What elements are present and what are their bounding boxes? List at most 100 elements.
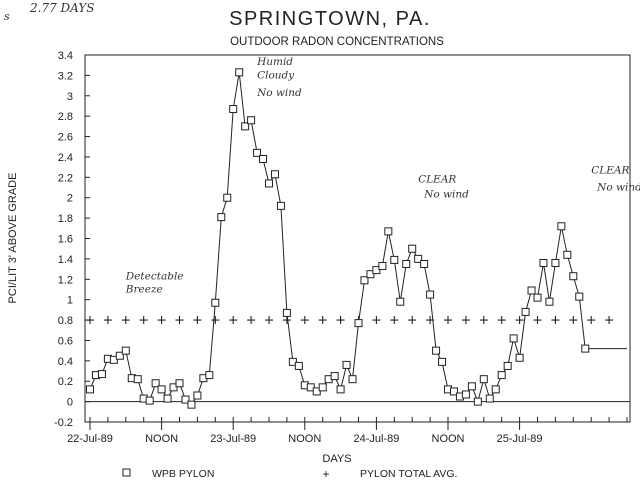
data-point [509, 334, 518, 343]
data-point [235, 68, 244, 77]
legend-plus-marker: + [322, 467, 329, 481]
x-axis: 22-Jul-89 NOON 23-Jul-89 NOON 24-Jul-89 NOON 2… [67, 417, 628, 445]
avg-point [175, 316, 184, 325]
data-point [372, 266, 381, 275]
y-axis-label: PCI/LIT 3' ABOVE GRADE [7, 173, 19, 304]
avg-point [444, 316, 452, 325]
annotation-text: CLEAR [418, 173, 456, 185]
data-point [270, 170, 279, 179]
series-pylon-total-avg [86, 316, 614, 325]
avg-point [86, 316, 94, 325]
data-point [163, 394, 172, 403]
legend-square-marker [122, 468, 131, 477]
data-point [479, 375, 488, 384]
avg-point [408, 316, 417, 325]
chart-title: SPRINGTOWN, PA. [229, 8, 431, 30]
data-point [461, 390, 470, 399]
data-point [515, 353, 524, 362]
y-tick-label: 0.6 [58, 335, 73, 347]
data-point [449, 387, 458, 396]
margin-note-days: 2.77 DAYS [29, 1, 94, 15]
data-point [342, 360, 351, 369]
data-point [384, 227, 393, 236]
data-point [527, 286, 536, 295]
data-point [169, 383, 178, 392]
data-point [402, 259, 411, 268]
data-point [288, 357, 297, 366]
annotation-text: CLEAR [591, 164, 629, 176]
data-point [551, 258, 560, 267]
avg-point [336, 316, 345, 325]
x-tick-label: 23-Jul-89 [210, 433, 256, 445]
data-point [426, 290, 435, 299]
avg-point [103, 316, 112, 325]
data-point [360, 276, 369, 285]
y-tick-label: 3.2 [58, 70, 73, 82]
data-point [432, 346, 441, 355]
data-point [414, 254, 423, 263]
avg-point [300, 316, 309, 325]
series-wpb-pylon [86, 68, 627, 409]
data-point [211, 298, 220, 307]
y-tick-label: 0.4 [58, 356, 73, 368]
data-point [133, 375, 142, 384]
x-tick-label: 22-Jul-89 [67, 433, 113, 445]
data-point [581, 344, 590, 353]
avg-point [461, 316, 470, 325]
data-point [253, 148, 262, 157]
y-tick-label: 2.4 [58, 152, 73, 164]
avg-point [372, 316, 381, 325]
avg-point [247, 316, 256, 325]
y-tick-label: 1.6 [58, 234, 73, 246]
avg-point [193, 316, 202, 325]
data-point [86, 385, 94, 394]
data-point [366, 270, 375, 279]
data-point [473, 397, 482, 406]
data-point [175, 379, 184, 388]
avg-point [497, 316, 506, 325]
y-tick-label: 0 [67, 397, 73, 409]
data-point [575, 292, 584, 301]
legend: WPB PYLON + PYLON TOTAL AVG. [122, 467, 457, 481]
data-point [569, 272, 578, 281]
data-point [115, 351, 124, 360]
data-point [265, 179, 273, 188]
avg-point [211, 316, 220, 325]
annotation-text: No wind [596, 182, 640, 194]
y-tick-label: 2.8 [58, 111, 73, 123]
x-tick-label: 24-Jul-89 [353, 433, 399, 445]
data-point [545, 297, 554, 306]
x-tick-label: NOON [432, 433, 465, 445]
data-point [151, 379, 160, 388]
avg-point [551, 316, 560, 325]
data-point [491, 385, 500, 394]
data-point [539, 258, 548, 267]
y-tick-label: 1 [67, 295, 73, 307]
data-point [306, 383, 315, 392]
data-point [97, 370, 106, 379]
data-point [396, 297, 405, 306]
legend-label-wpb-pylon: WPB PYLON [152, 468, 214, 480]
y-tick-label: 1.8 [58, 213, 73, 225]
data-point [378, 262, 387, 271]
avg-point [569, 316, 578, 325]
x-tick-label: 25-Jul-89 [497, 433, 543, 445]
data-point [503, 361, 512, 370]
avg-point [318, 316, 327, 325]
data-point [241, 122, 250, 131]
y-tick-label: 0.2 [58, 376, 73, 388]
avg-point [265, 316, 273, 325]
x-tick-label: NOON [288, 433, 321, 445]
data-point [563, 250, 572, 259]
data-point [438, 357, 447, 366]
data-point [205, 371, 214, 380]
data-point [121, 346, 130, 355]
y-tick-label: 2 [67, 193, 73, 205]
annotation-text: No wind [423, 189, 469, 201]
data-point [229, 105, 238, 114]
data-point [145, 396, 154, 405]
avg-point [515, 316, 524, 325]
data-point [336, 385, 345, 394]
